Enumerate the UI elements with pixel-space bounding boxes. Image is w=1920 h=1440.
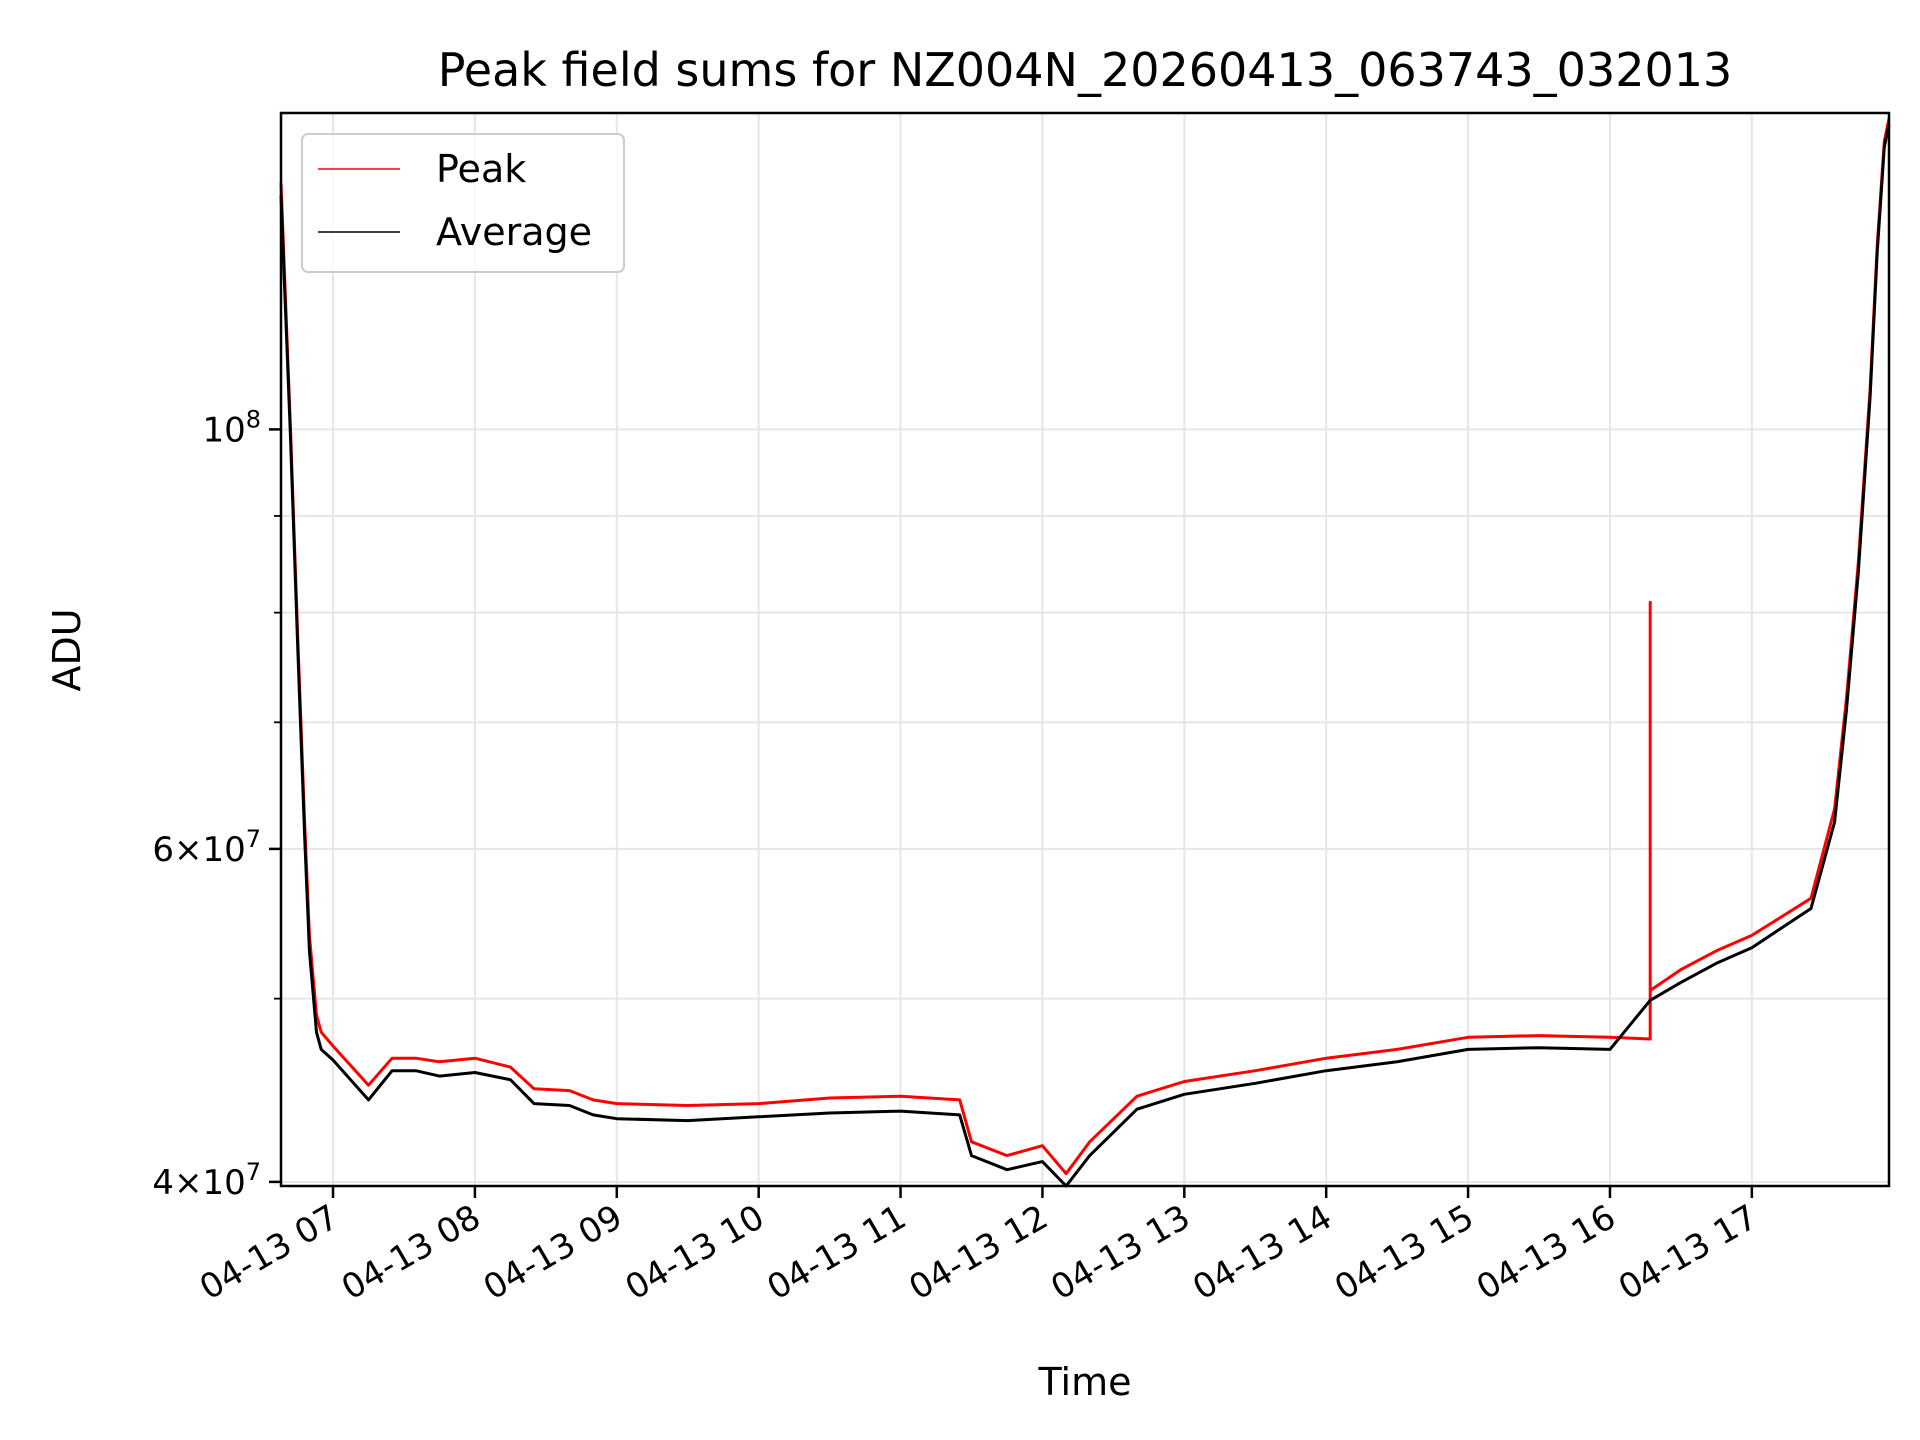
legend: Peak Average xyxy=(301,133,625,273)
y-tick-label: 6×107 xyxy=(152,825,261,870)
series-line-average xyxy=(279,123,1891,1188)
y-axis-label: ADU xyxy=(45,608,89,691)
plot-frame xyxy=(279,111,1891,1188)
legend-label-peak: Peak xyxy=(436,147,526,191)
series-line-peak xyxy=(279,118,1891,1176)
x-axis-label: Time xyxy=(1038,1360,1132,1404)
y-axis: 4×107 6×107 108 xyxy=(152,405,281,1203)
y-tick-label: 4×107 xyxy=(152,1158,261,1203)
chart-title: Peak field sums for NZ004N_20260413_0637… xyxy=(438,43,1733,97)
y-tick-label: 108 xyxy=(202,405,261,450)
series-layer xyxy=(279,118,1891,1188)
grid xyxy=(281,113,1889,1186)
legend-label-average: Average xyxy=(436,210,592,254)
